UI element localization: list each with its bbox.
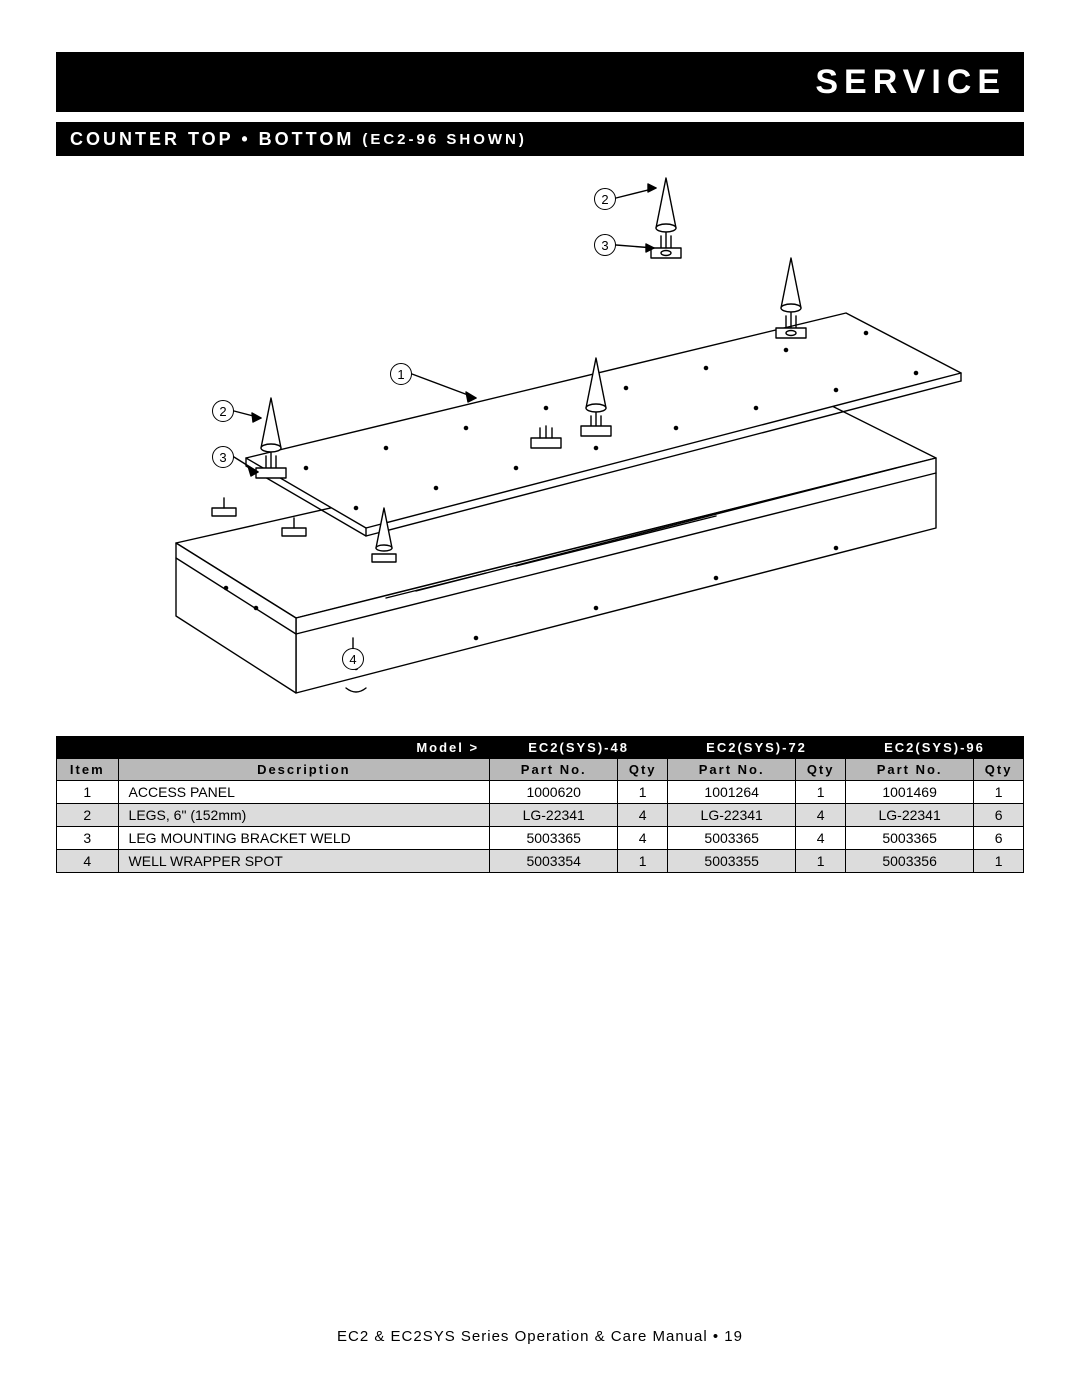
callout-1: 1	[390, 363, 412, 385]
model-0: EC2(SYS)-48	[490, 737, 668, 759]
cell-desc: LEG MOUNTING BRACKET WELD	[118, 827, 490, 850]
cell-item: 1	[57, 781, 119, 804]
service-heading: SERVICE	[815, 63, 1006, 102]
cell-part: 5003365	[490, 827, 618, 850]
callout-2: 2	[594, 188, 616, 210]
cell-qty: 1	[796, 781, 846, 804]
cell-part: LG-22341	[846, 804, 974, 827]
cell-desc: ACCESS PANEL	[118, 781, 490, 804]
cell-desc: WELL WRAPPER SPOT	[118, 850, 490, 873]
cell-part: 1001264	[668, 781, 796, 804]
col-desc: Description	[118, 759, 490, 781]
col-part-1: Part No.	[668, 759, 796, 781]
col-item: Item	[57, 759, 119, 781]
cell-part: 5003355	[668, 850, 796, 873]
cell-qty: 4	[618, 827, 668, 850]
cell-qty: 4	[796, 804, 846, 827]
cell-qty: 6	[974, 827, 1024, 850]
cell-part: 5003365	[846, 827, 974, 850]
cell-part: 5003365	[668, 827, 796, 850]
cell-qty: 4	[796, 827, 846, 850]
cell-qty: 1	[618, 850, 668, 873]
table-header-row-1: Model > EC2(SYS)-48 EC2(SYS)-72 EC2(SYS)…	[57, 737, 1024, 759]
col-part-2: Part No.	[846, 759, 974, 781]
col-part-0: Part No.	[490, 759, 618, 781]
section-subtitle: (EC2-96 SHOWN)	[362, 131, 527, 148]
page-footer: EC2 & EC2SYS Series Operation & Care Man…	[0, 1328, 1080, 1345]
exploded-diagram: 2 3 1 2 3 4	[56, 168, 1024, 728]
cell-qty: 1	[974, 850, 1024, 873]
table-header-row-2: Item Description Part No. Qty Part No. Q…	[57, 759, 1024, 781]
cell-qty: 4	[618, 804, 668, 827]
callout-2: 2	[212, 400, 234, 422]
cell-qty: 1	[618, 781, 668, 804]
cell-item: 3	[57, 827, 119, 850]
cell-part: LG-22341	[490, 804, 618, 827]
callout-3: 3	[594, 234, 616, 256]
col-qty-2: Qty	[974, 759, 1024, 781]
model-label: Model >	[118, 737, 490, 759]
model-1: EC2(SYS)-72	[668, 737, 846, 759]
callout-4: 4	[342, 648, 364, 670]
cell-part: LG-22341	[668, 804, 796, 827]
parts-table: Model > EC2(SYS)-48 EC2(SYS)-72 EC2(SYS)…	[56, 736, 1024, 873]
section-bar: COUNTER TOP • BOTTOM (EC2-96 SHOWN)	[56, 122, 1024, 156]
cell-qty: 1	[974, 781, 1024, 804]
section-title: COUNTER TOP • BOTTOM	[70, 129, 354, 150]
cell-qty: 1	[796, 850, 846, 873]
model-2: EC2(SYS)-96	[846, 737, 1024, 759]
table-row: 1ACCESS PANEL100062011001264110014691	[57, 781, 1024, 804]
table-row: 2LEGS, 6" (152mm)LG-223414LG-223414LG-22…	[57, 804, 1024, 827]
header-bar: SERVICE	[56, 52, 1024, 112]
cell-part: 5003354	[490, 850, 618, 873]
cell-part: 1001469	[846, 781, 974, 804]
table-row: 4WELL WRAPPER SPOT5003354150033551500335…	[57, 850, 1024, 873]
cell-part: 1000620	[490, 781, 618, 804]
cell-item: 4	[57, 850, 119, 873]
col-qty-0: Qty	[618, 759, 668, 781]
col-qty-1: Qty	[796, 759, 846, 781]
cell-desc: LEGS, 6" (152mm)	[118, 804, 490, 827]
cell-qty: 6	[974, 804, 1024, 827]
page: SERVICE COUNTER TOP • BOTTOM (EC2-96 SHO…	[0, 0, 1080, 1397]
cell-item: 2	[57, 804, 119, 827]
diagram-svg	[56, 168, 1024, 728]
cell-part: 5003356	[846, 850, 974, 873]
callout-3: 3	[212, 446, 234, 468]
table-row: 3LEG MOUNTING BRACKET WELD50033654500336…	[57, 827, 1024, 850]
